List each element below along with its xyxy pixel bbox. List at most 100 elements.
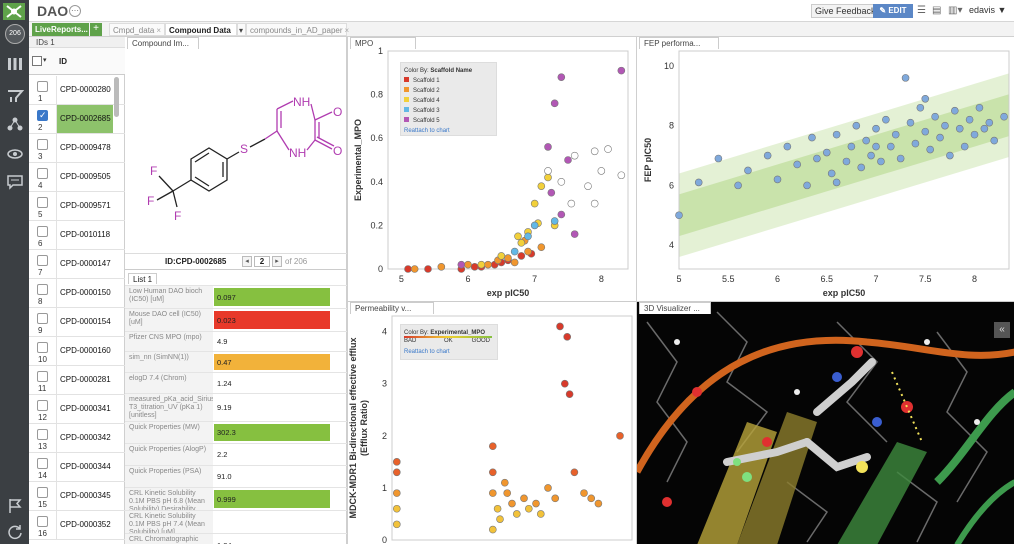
mpo-scatter-plot[interactable]: 5 6 7 8 0 0.2 0.4 0.6 0.8 1 exp pIC50 Experimental_… xyxy=(348,37,637,301)
row-checkbox[interactable] xyxy=(37,487,48,498)
data-point[interactable] xyxy=(803,181,811,190)
data-point[interactable] xyxy=(594,499,603,508)
id-column-header[interactable]: ID xyxy=(59,57,67,66)
data-point[interactable] xyxy=(544,484,552,492)
data-point[interactable] xyxy=(508,499,516,508)
form-view-icon[interactable]: ▤ xyxy=(932,5,942,16)
reattach-link[interactable]: Reattach to chart xyxy=(404,349,450,355)
row-checkbox[interactable] xyxy=(37,139,48,150)
data-point[interactable] xyxy=(773,175,782,184)
data-point[interactable] xyxy=(477,260,486,269)
data-point[interactable] xyxy=(931,112,939,121)
data-point[interactable] xyxy=(714,154,723,163)
data-point[interactable] xyxy=(392,489,401,497)
row-checkbox[interactable] xyxy=(37,371,48,382)
panel-title[interactable]: MPO xyxy=(350,37,416,49)
data-point[interactable] xyxy=(493,504,502,513)
data-point[interactable] xyxy=(946,151,954,160)
data-point[interactable] xyxy=(985,118,994,127)
data-point[interactable] xyxy=(437,263,446,271)
list-scrollbar[interactable] xyxy=(114,77,119,117)
compound-id[interactable]: CPD-0002685 xyxy=(56,105,113,133)
data-point[interactable] xyxy=(808,133,816,142)
data-point[interactable] xyxy=(955,124,964,133)
table-row[interactable]: 3 CPD-0009478 xyxy=(29,134,125,163)
data-point[interactable] xyxy=(525,504,533,513)
data-point[interactable] xyxy=(921,94,930,103)
flag-icon[interactable] xyxy=(5,498,24,515)
table-row[interactable]: 1 CPD-0000280 xyxy=(29,76,125,105)
data-point[interactable] xyxy=(392,520,401,529)
data-point[interactable] xyxy=(544,167,552,175)
data-point[interactable] xyxy=(392,504,401,513)
list-tab[interactable]: List 1 xyxy=(128,273,158,284)
project-menu-icon[interactable]: ⋯ xyxy=(69,5,81,17)
row-checkbox[interactable] xyxy=(37,168,48,179)
table-row[interactable]: 4 CPD-0009505 xyxy=(29,163,125,192)
row-checkbox[interactable] xyxy=(37,400,48,411)
data-point[interactable] xyxy=(896,154,905,163)
data-point[interactable] xyxy=(886,142,895,151)
data-point[interactable] xyxy=(570,151,579,160)
data-point[interactable] xyxy=(675,211,683,220)
data-point[interactable] xyxy=(556,322,564,331)
data-point[interactable] xyxy=(503,489,511,497)
data-point[interactable] xyxy=(561,379,569,388)
permeability-scatter-plot[interactable]: 0 1 2 3 4 MDCK-MDR1 Bi-directional effective … xyxy=(348,302,637,544)
data-point[interactable] xyxy=(936,133,944,142)
data-point[interactable] xyxy=(617,66,626,75)
table-row[interactable]: 8 CPD-0000150 xyxy=(29,279,125,308)
panel-title[interactable]: 3D Visualizer ... xyxy=(639,302,711,314)
data-point[interactable] xyxy=(501,478,509,487)
compound-id[interactable]: CPD-0009505 xyxy=(56,163,113,191)
row-checkbox[interactable] xyxy=(37,197,48,208)
data-point[interactable] xyxy=(524,247,532,256)
data-point[interactable] xyxy=(530,221,539,230)
data-point[interactable] xyxy=(489,489,497,497)
panel-title[interactable]: Compound Im... xyxy=(127,37,199,49)
data-point[interactable] xyxy=(965,115,974,124)
data-point[interactable] xyxy=(514,232,522,241)
data-point[interactable] xyxy=(544,173,552,182)
data-point[interactable] xyxy=(584,182,592,190)
data-point[interactable] xyxy=(911,139,920,148)
table-row[interactable]: 13 CPD-0000342 xyxy=(29,424,125,453)
data-point[interactable] xyxy=(587,494,595,503)
data-point[interactable] xyxy=(489,525,497,534)
data-point[interactable] xyxy=(404,265,412,273)
panel-title[interactable]: Permeability v... xyxy=(350,302,434,314)
data-point[interactable] xyxy=(489,442,497,451)
table-row[interactable]: 9 CPD-0000154 xyxy=(29,308,125,337)
row-checkbox[interactable] xyxy=(37,342,48,353)
select-all-checkbox[interactable] xyxy=(32,56,42,66)
data-point[interactable] xyxy=(980,124,989,133)
data-point[interactable] xyxy=(852,121,861,130)
row-checkbox[interactable] xyxy=(37,516,48,527)
compound-id[interactable]: CPD-0000345 xyxy=(56,482,113,510)
data-point[interactable] xyxy=(550,217,559,225)
data-point[interactable] xyxy=(857,163,866,172)
data-point[interactable] xyxy=(392,468,401,477)
data-point[interactable] xyxy=(392,458,401,466)
row-checkbox[interactable] xyxy=(37,284,48,295)
list-view-icon[interactable]: ☰ xyxy=(917,5,926,16)
user-menu[interactable]: edavis ▼ xyxy=(969,5,1007,15)
data-point[interactable] xyxy=(424,265,432,273)
data-point[interactable] xyxy=(604,145,612,153)
data-point[interactable] xyxy=(827,169,836,178)
tab-livereports[interactable]: LiveReports... xyxy=(32,23,89,36)
row-checkbox[interactable] xyxy=(37,429,48,440)
prev-compound-button[interactable]: ◂ xyxy=(242,256,252,267)
data-point[interactable] xyxy=(867,151,875,160)
data-point[interactable] xyxy=(783,142,792,151)
legend-item[interactable]: Scaffold 4 xyxy=(404,96,493,106)
data-point[interactable] xyxy=(530,199,539,208)
compound-id[interactable]: CPD-0000344 xyxy=(56,453,113,481)
data-point[interactable] xyxy=(551,494,559,503)
data-point[interactable] xyxy=(872,142,880,151)
close-tab-icon[interactable]: × xyxy=(156,26,162,35)
edit-button[interactable]: ✎ EDIT xyxy=(873,4,913,18)
compound-id[interactable]: CPD-0000280 xyxy=(56,76,113,104)
data-point[interactable] xyxy=(520,494,528,503)
table-row[interactable]: 14 CPD-0000344 xyxy=(29,453,125,482)
